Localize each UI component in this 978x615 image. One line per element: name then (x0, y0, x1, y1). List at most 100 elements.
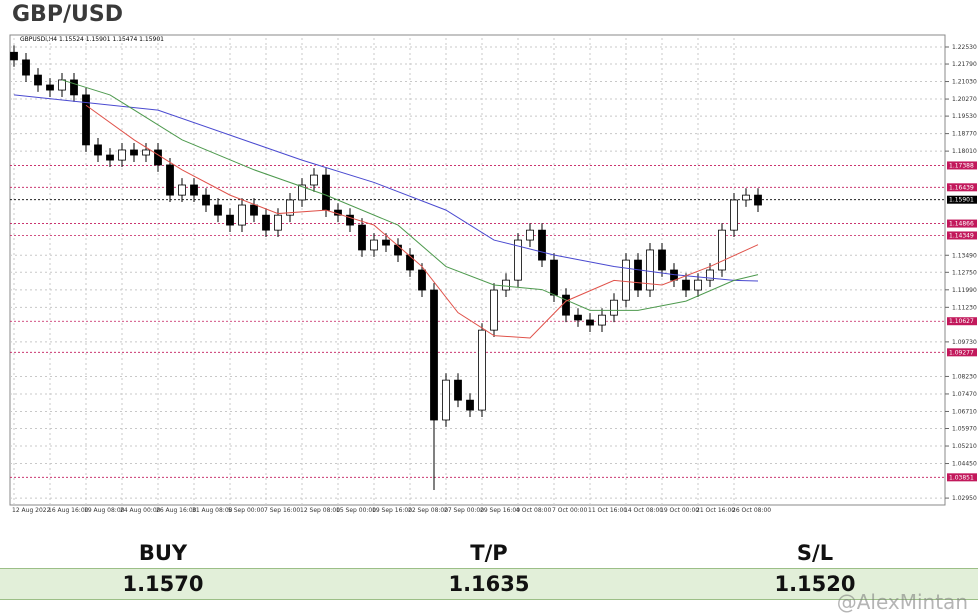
level-tag (947, 348, 977, 357)
candle-body (94, 144, 102, 156)
candle-body (250, 204, 258, 216)
candle-body (430, 289, 438, 421)
x-tick-label: 7 Oct 00:00 (552, 507, 587, 514)
x-tick-label: 5 Sep 00:00 (228, 507, 264, 514)
x-tick-label: 14 Oct 08:00 (624, 507, 663, 514)
level-tag (947, 161, 977, 170)
y-tick-label: 1.11230 (952, 304, 977, 311)
x-tick-label: 26 Aug 16:00 (156, 507, 197, 514)
candle-body (538, 229, 546, 261)
candle-body (274, 214, 282, 231)
candle-body (358, 224, 366, 251)
x-tick-label: 22 Sep 08:00 (408, 507, 448, 514)
trade-table: BUY T/P S/L 1.1570 1.1635 1.1520 (0, 538, 978, 600)
candle-body (286, 199, 294, 216)
candle-body (442, 379, 450, 421)
x-tick-label: 11 Oct 16:00 (588, 507, 627, 514)
candle-body (370, 239, 378, 251)
level-label: 1.14866 (949, 221, 974, 228)
table-cell: 1.1570 (0, 568, 326, 600)
candle-body (406, 254, 414, 271)
candle-body (34, 74, 42, 86)
candle-body (190, 184, 198, 196)
x-tick-label: 26 Oct 08:00 (732, 507, 771, 514)
x-tick-label: 15 Sep 00:00 (336, 507, 376, 514)
x-tick-label: 27 Sep 00:00 (444, 507, 484, 514)
candle-body (646, 249, 654, 291)
y-tick-label: 1.20270 (952, 96, 977, 103)
candle-body (142, 149, 150, 156)
y-tick-label: 1.06710 (952, 408, 977, 415)
candle-body (622, 259, 630, 301)
table-cell: 1.1520 (652, 568, 978, 600)
candle-body (394, 244, 402, 256)
x-tick-label: 7 Sep 16:00 (264, 507, 300, 514)
moving-average (13, 94, 759, 282)
candle-body (382, 239, 390, 246)
level-tag (947, 219, 977, 228)
candle-body (238, 204, 246, 226)
candle-body (46, 84, 54, 91)
x-tick-label: 4 Oct 08:00 (516, 507, 551, 514)
level-label: 1.14349 (949, 232, 974, 239)
level-label: 1.03851 (949, 474, 974, 481)
candle-body (454, 379, 462, 401)
y-tick-label: 1.18010 (952, 148, 977, 155)
level-tag (947, 195, 977, 204)
candle-body (118, 149, 126, 161)
candle-body (154, 149, 162, 166)
candle-body (58, 79, 66, 91)
level-label: 1.15901 (949, 197, 974, 204)
y-tick-label: 1.02950 (952, 495, 977, 502)
level-label: 1.09277 (949, 349, 974, 356)
x-tick-label: 29 Sep 16:00 (480, 507, 520, 514)
candle-body (526, 229, 534, 241)
chart-info: GBPUSDi,H4 1.15524 1.15901 1.15474 1.159… (20, 36, 164, 43)
candle-body (502, 279, 510, 291)
level-tag (947, 231, 977, 240)
candle-body (742, 194, 750, 201)
table-header: T/P (470, 541, 508, 565)
level-tag (947, 183, 977, 192)
x-tick-label: 16 Aug 16:00 (48, 507, 89, 514)
table-cell: 1.1635 (326, 568, 652, 600)
watermark: @AlexMintan (836, 590, 968, 614)
level-tag (947, 317, 977, 326)
candle-body (82, 94, 90, 146)
candle-body (754, 194, 762, 206)
candle-body (106, 154, 114, 161)
candle-body (310, 174, 318, 186)
candle-body (706, 269, 714, 281)
y-tick-label: 1.07470 (952, 391, 977, 398)
candle-body (718, 229, 726, 271)
candle-body (610, 299, 618, 316)
y-tick-label: 1.12750 (952, 269, 977, 276)
candle-body (694, 279, 702, 291)
candle-body (490, 289, 498, 331)
candle-body (22, 59, 30, 76)
level-label: 1.16439 (949, 184, 974, 191)
candle-body (298, 184, 306, 201)
page-title: GBP/USD (12, 2, 123, 27)
candle-body (226, 214, 234, 226)
candle-body (514, 239, 522, 281)
x-tick-label: 19 Sep 16:00 (372, 507, 412, 514)
candle-body (466, 399, 474, 411)
candle-body (214, 204, 222, 216)
x-tick-label: 19 Oct 00:00 (660, 507, 699, 514)
plot-frame (9, 34, 946, 506)
y-tick-label: 1.21030 (952, 79, 977, 86)
candle-body (586, 319, 594, 326)
candle-body (202, 194, 210, 206)
candle-body (418, 269, 426, 291)
x-tick-label: 19 Aug 08:00 (84, 507, 125, 514)
level-label: 1.17388 (949, 162, 974, 169)
candle-body (322, 174, 330, 211)
y-tick-label: 1.21790 (952, 61, 977, 68)
x-tick-label: 12 Sep 08:00 (300, 507, 340, 514)
y-tick-label: 1.09730 (952, 339, 977, 346)
x-tick-label: 31 Aug 08:00 (192, 507, 233, 514)
y-tick-label: 1.13490 (952, 252, 977, 259)
candle-body (550, 259, 558, 296)
